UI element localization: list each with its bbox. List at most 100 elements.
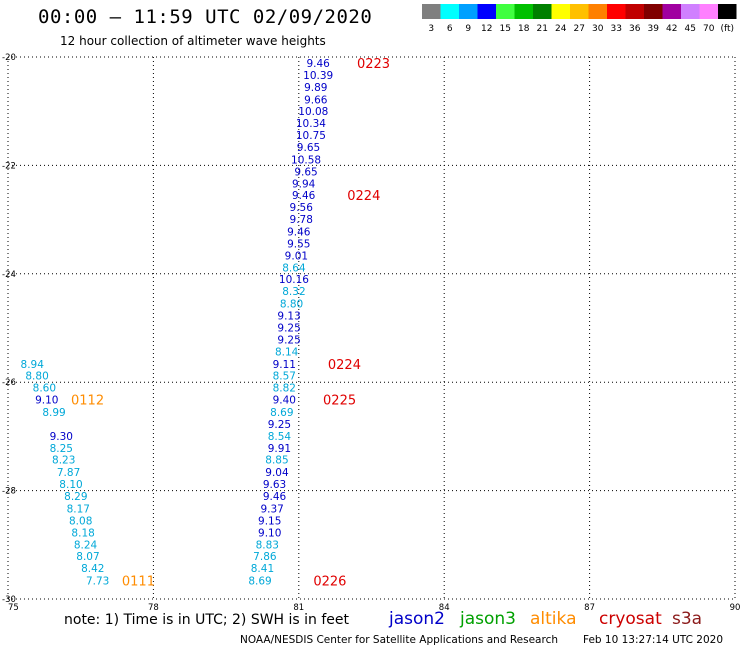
colorbar-swatch <box>644 4 663 19</box>
jason3-wave-height-point: 8.07 <box>76 551 99 563</box>
colorbar-label: 9 <box>465 24 471 34</box>
jason3-wave-height-point: 8.25 <box>50 443 73 455</box>
jason2-wave-height-point: 10.08 <box>298 106 328 118</box>
jason2-wave-height-point: 9.46 <box>287 227 311 239</box>
legend-cryosat: cryosat <box>599 609 662 629</box>
y-tick-label: -30 <box>2 595 16 605</box>
colorbar-swatch <box>588 4 607 19</box>
page-subtitle: 12 hour collection of altimeter wave hei… <box>60 34 326 48</box>
jason2-wave-height-point: 9.04 <box>265 467 289 479</box>
colorbar-label: 12 <box>481 24 492 34</box>
x-tick-label: 90 <box>730 603 740 613</box>
y-tick-label: -28 <box>2 487 16 497</box>
jason2-wave-height-point: 9.46 <box>292 190 316 202</box>
colorbar-label: 27 <box>574 24 585 34</box>
jason2-wave-height-point: 9.10 <box>35 395 58 407</box>
jason2-wave-height-point: 9.46 <box>263 491 287 503</box>
jason3-wave-height-point: 8.29 <box>64 491 87 503</box>
jason2-wave-height-point: 9.56 <box>290 202 314 214</box>
jason2-wave-height-point: 9.89 <box>304 82 327 94</box>
jason2-wave-height-point: 9.65 <box>294 166 317 178</box>
colorbar-label: 3 <box>428 24 434 34</box>
legend-altika: altika <box>530 609 577 629</box>
wave-height-chart: 75 78 81 84 87 90-20-22-24-26-28-309.4610.399… <box>2 53 740 613</box>
colorbar-swatch <box>422 4 441 19</box>
jason3-wave-height-point: 8.24 <box>74 539 98 551</box>
colorbar-swatch <box>440 4 459 19</box>
y-tick-label: -26 <box>2 378 16 388</box>
jason2-wave-height-point: 10.34 <box>296 118 326 130</box>
x-tick-label: 84 <box>439 603 450 613</box>
jason3-wave-height-point: 8.85 <box>265 455 288 467</box>
jason3-wave-height-point: 8.23 <box>52 455 75 467</box>
colorbar-swatch <box>459 4 478 19</box>
jason3-wave-height-point: 8.57 <box>273 371 296 383</box>
jason3-wave-height-point: 8.08 <box>69 515 92 527</box>
jason3-wave-height-point: 8.99 <box>42 407 65 419</box>
x-tick-label: 81 <box>293 603 304 613</box>
jason2-wave-height-point: 9.40 <box>273 395 296 407</box>
colorbar-label: 18 <box>518 24 530 34</box>
colorbar-swatch <box>496 4 515 19</box>
colorbar-label: 70 <box>703 24 715 34</box>
pass-time-label: 0224 <box>328 358 361 373</box>
colorbar-label: 6 <box>447 24 453 34</box>
jason2-wave-height-point: 10.16 <box>279 274 309 286</box>
jason3-wave-height-point: 8.94 <box>21 359 45 371</box>
jason2-wave-height-point: 9.01 <box>285 250 308 262</box>
y-tick-label: -20 <box>2 53 16 63</box>
jason3-wave-height-point: 8.18 <box>71 527 94 539</box>
jason3-wave-height-point: 7.87 <box>57 467 80 479</box>
colorbar-label: 21 <box>537 24 548 34</box>
pass-time-label: 0223 <box>357 57 390 72</box>
legend-s3a: s3a <box>672 609 703 629</box>
colorbar-label: 45 <box>685 24 696 34</box>
colorbar-label: 15 <box>500 24 511 34</box>
colorbar-swatch <box>718 4 737 19</box>
jason3-wave-height-point: 8.42 <box>81 563 104 575</box>
jason2-wave-height-point: 9.55 <box>287 238 310 250</box>
page-title: 00:00 – 11:59 UTC 02/09/2020 <box>38 6 373 28</box>
jason3-wave-height-point: 8.69 <box>270 407 293 419</box>
jason3-wave-height-point: 7.73 <box>86 576 109 588</box>
legend-jason2: jason2 <box>389 609 445 629</box>
jason3-wave-height-point: 8.14 <box>275 346 299 358</box>
jason2-wave-height-point: 10.75 <box>296 130 326 142</box>
jason2-wave-height-point: 9.78 <box>290 214 313 226</box>
pass-time-label: 0111 <box>122 575 155 590</box>
jason3-wave-height-point: 8.54 <box>268 431 292 443</box>
legend-jason3: jason3 <box>460 609 516 629</box>
pass-time-label: 0224 <box>347 189 380 204</box>
colorbar-swatch <box>514 4 533 19</box>
jason3-wave-height-point: 7.86 <box>253 551 277 563</box>
colorbar-swatch <box>570 4 589 19</box>
jason2-wave-height-point: 9.91 <box>268 443 291 455</box>
colorbar-swatch <box>662 4 681 19</box>
x-tick-label: 78 <box>148 603 159 613</box>
colorbar-label: 33 <box>611 24 622 34</box>
pass-time-label: 0225 <box>323 394 356 409</box>
jason2-wave-height-point: 9.46 <box>306 58 330 70</box>
jason3-wave-height-point: 8.64 <box>282 262 306 274</box>
jason3-wave-height-point: 8.80 <box>25 371 48 383</box>
x-tick-label: 75 <box>8 603 19 613</box>
jason2-wave-height-point: 10.58 <box>291 154 321 166</box>
jason2-wave-height-point: 10.39 <box>303 70 333 82</box>
jason2-wave-height-point: 9.63 <box>263 479 286 491</box>
jason3-wave-height-point: 8.83 <box>256 539 279 551</box>
jason3-wave-height-point: 8.17 <box>67 503 90 515</box>
colorbar-swatch <box>607 4 626 19</box>
colorbar-label: 42 <box>666 24 677 34</box>
jason2-wave-height-point: 9.25 <box>268 419 291 431</box>
colorbar-swatch <box>625 4 644 19</box>
x-tick-label: 87 <box>584 603 595 613</box>
pass-time-label: 0226 <box>313 575 346 590</box>
footer-credit: NOAA/NESDIS Center for Satellite Applica… <box>240 634 558 646</box>
jason2-wave-height-point: 9.30 <box>50 431 73 443</box>
jason3-wave-height-point: 8.60 <box>33 383 56 395</box>
colorbar-label: 39 <box>648 24 660 34</box>
jason2-wave-height-point: 9.94 <box>292 178 316 190</box>
grid <box>7 56 736 600</box>
jason2-wave-height-point: 9.65 <box>297 142 320 154</box>
